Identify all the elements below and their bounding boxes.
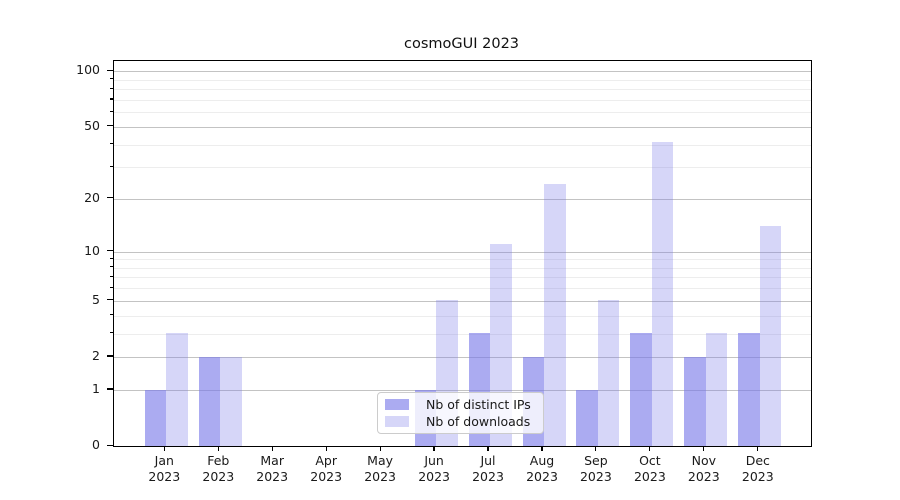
y-minor-tick-mark-6 [109,286,113,288]
y-gridline-minor-80 [114,89,811,91]
bar-distinct-ips-jan [144,389,167,446]
x-tick-mark-dec [757,446,759,452]
x-tick-label-feb: Feb 2023 [202,453,235,484]
bar-distinct-ips-sep [576,389,598,446]
legend: Nb of distinct IPs Nb of downloads [377,392,544,434]
x-tick-mark-jan [163,446,165,452]
legend-label-distinct-ips: Nb of distinct IPs [426,396,531,412]
y-gridline-minor-9 [114,259,811,261]
y-minor-tick-mark-3 [109,332,113,334]
chart-title: cosmoGUI 2023 [403,36,520,52]
y-minor-tick-mark-9 [109,257,113,259]
x-tick-mark-jun [433,446,435,452]
x-tick-label-dec: Dec 2023 [741,453,774,484]
bar-distinct-ips-oct [630,333,652,446]
x-tick-mark-jul [487,446,489,452]
y-minor-tick-mark-8 [109,266,113,268]
x-tick-mark-apr [325,446,327,452]
y-tick-label-1: 1 [92,381,100,396]
y-gridline-minor-8 [114,267,811,269]
y-tick-label-0: 0 [92,437,100,453]
y-minor-tick-mark-40 [109,143,113,145]
y-tick-mark-100 [107,69,113,71]
y-minor-tick-mark-80 [109,87,113,89]
y-minor-tick-mark-7 [109,275,113,277]
y-gridline-2 [114,357,811,358]
x-tick-label-jul: Jul 2023 [472,453,504,484]
bar-downloads-feb [220,356,242,446]
x-tick-label-jun: Jun 2023 [418,453,450,484]
x-tick-label-apr: Apr 2023 [310,453,343,484]
y-gridline-minor-7 [114,277,811,279]
y-tick-mark-1 [107,388,113,390]
y-minor-tick-mark-90 [109,78,113,80]
y-gridline-100 [114,71,811,73]
bar-distinct-ips-nov [684,356,706,446]
y-gridline-minor-60 [114,112,811,114]
y-gridline-minor-4 [114,315,811,317]
y-gridline-10 [114,251,811,253]
y-gridline-20 [114,198,811,200]
y-gridline-50 [114,126,811,128]
x-tick-label-jan: Jan 2023 [148,453,181,484]
y-tick-label-50: 50 [84,117,100,133]
bar-distinct-ips-feb [198,356,221,446]
x-tick-mark-may [379,446,381,452]
x-tick-mark-nov [703,446,705,452]
y-tick-label-10: 10 [84,242,100,258]
x-tick-mark-feb [217,446,219,452]
x-tick-mark-sep [595,446,597,452]
y-tick-mark-5 [107,299,113,301]
y-gridline-5 [114,300,811,302]
bar-distinct-ips-dec [738,333,760,446]
bar-downloads-dec [759,226,782,446]
y-tick-mark-0 [107,444,113,446]
y-tick-label-100: 100 [76,62,100,78]
x-tick-mark-aug [541,446,543,452]
x-tick-label-aug: Aug 2023 [526,453,558,484]
y-gridline-minor-3 [114,333,811,335]
y-gridline-minor-40 [114,144,811,146]
legend-entry-distinct-ips: Nb of distinct IPs [378,396,543,412]
x-tick-label-may: May 2023 [364,453,396,484]
legend-label-downloads: Nb of downloads [426,413,531,429]
y-minor-tick-mark-70 [109,98,113,100]
plot-area [113,60,812,447]
bar-downloads-sep [597,300,620,446]
y-tick-mark-10 [107,249,113,252]
x-tick-label-sep: Sep 2023 [579,453,612,484]
y-tick-label-20: 20 [84,189,100,205]
bar-downloads-aug [544,184,566,446]
y-gridline-minor-6 [114,288,811,290]
legend-swatch-distinct-ips-icon [385,399,409,410]
bar-downloads-oct [651,142,674,446]
x-tick-label-mar: Mar 2023 [256,453,289,484]
y-minor-tick-mark-60 [109,110,113,112]
bar-downloads-nov [705,333,728,446]
y-tick-mark-20 [107,197,113,199]
x-tick-label-oct: Oct 2023 [633,453,666,484]
x-tick-label-nov: Nov 2023 [687,453,720,484]
y-tick-mark-2 [107,355,113,357]
y-gridline-minor-90 [114,79,811,81]
y-gridline-minor-30 [114,167,811,169]
y-tick-label-5: 5 [92,291,100,307]
y-tick-mark-50 [107,125,113,127]
y-gridline-1 [114,390,811,391]
y-minor-tick-mark-4 [109,314,113,316]
x-tick-mark-oct [649,446,651,452]
legend-entry-downloads: Nb of downloads [378,413,543,429]
y-minor-tick-mark-30 [109,165,113,167]
y-tick-label-2: 2 [92,348,100,363]
x-tick-mark-mar [271,446,273,452]
bar-downloads-jan [166,333,188,446]
y-gridline-minor-70 [114,99,811,101]
legend-swatch-downloads-icon [385,416,409,427]
